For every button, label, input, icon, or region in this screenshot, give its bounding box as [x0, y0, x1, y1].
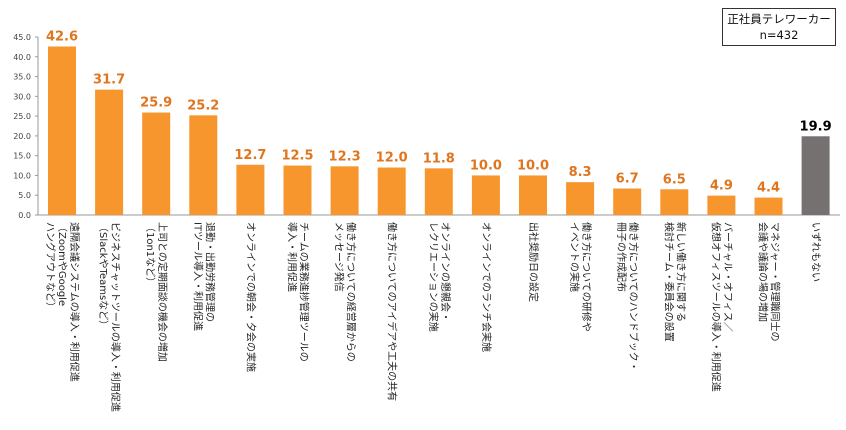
legend-box: 正社員テレワーカー n=432 [722, 8, 836, 46]
category-label: 出社奨励日の設定 [527, 222, 540, 302]
category-label: 新しい働き方に関する [674, 222, 687, 322]
bar-value-label: 12.5 [281, 149, 313, 164]
bar [142, 112, 171, 215]
bar-value-label: 31.7 [93, 73, 125, 88]
category-label: ハングアウトなど） [44, 222, 57, 312]
category-label: 上司との定期面談の機会の増加 [156, 222, 169, 362]
bar [519, 175, 547, 215]
bar [566, 182, 595, 215]
bar [471, 175, 500, 215]
bar-value-label: 12.0 [376, 151, 408, 166]
category-label: メッセージ発信 [333, 222, 346, 292]
legend-sample-size: n=432 [759, 28, 799, 42]
category-label: オンラインでのランチ会実施 [480, 222, 493, 352]
y-tick-label: 10.0 [13, 171, 31, 180]
y-tick-label: 25.0 [13, 112, 31, 121]
y-axis: 0.0 5.0 10.0 15.0 20.0 25.0 30.0 35.0 40.0 45.0 [13, 33, 840, 220]
category-label: 会議や議論の場の増加 [757, 222, 770, 322]
category-label: （1on1など） [144, 222, 156, 287]
category-label: マネジャー・管理職同士の [769, 222, 782, 342]
y-tick-label: 30.0 [13, 92, 31, 101]
bar [801, 136, 830, 215]
category-label: 退勤・出勤労務管理の [203, 222, 216, 322]
bar-value-label: 42.6 [46, 29, 78, 44]
category-label: ビジネスチャットツールの導入・利用促進 [109, 222, 122, 412]
bar [424, 168, 453, 215]
category-label: オンラインの懇親会・ [439, 222, 452, 322]
category-label: 働き方についてのアイデアや工夫の共有 [386, 222, 399, 401]
y-tick-label: 0.0 [18, 211, 31, 220]
category-label: （ZoomやGoogle [56, 222, 68, 306]
category-label: 冊子の作成配布 [615, 222, 627, 292]
bar-value-label: 6.5 [663, 172, 686, 187]
bar-value-label: 4.9 [710, 179, 733, 194]
bars [48, 46, 830, 215]
category-label: バーチャル・オフィス／ [721, 222, 733, 332]
bar [613, 188, 642, 215]
bar [189, 115, 218, 215]
category-label: ITツール導入・利用促進 [191, 222, 204, 331]
y-tick-label: 45.0 [13, 33, 31, 42]
category-label: 働き方についての研修や [580, 222, 593, 332]
bar [330, 166, 359, 215]
y-tick-label: 5.0 [18, 191, 31, 200]
category-label: 働き方についてのハンドブック・ [627, 222, 640, 372]
bar [283, 165, 312, 215]
bar [95, 89, 124, 215]
bar-value-label: 12.7 [234, 148, 266, 163]
value-labels: 42.6 31.7 25.9 25.2 12.7 12.5 12.3 12.0 11.8 10.0… [46, 29, 832, 195]
bar-value-label: 6.7 [616, 171, 639, 186]
category-label: レクリエーションの実施 [427, 222, 440, 332]
category-label: イベントの実施 [568, 222, 581, 292]
bar [48, 46, 76, 215]
category-label: 働き方についての経営層からの [345, 222, 358, 362]
bar-value-label: 10.0 [517, 158, 549, 173]
category-label: 仮想オフィスツールの導入・利用促進 [709, 222, 722, 392]
y-tick-label: 40.0 [13, 53, 31, 62]
y-tick-label: 35.0 [13, 73, 31, 82]
bar [377, 167, 406, 215]
bar [707, 195, 736, 215]
category-label: チームの業務進捗管理ツールの [298, 222, 311, 362]
category-label: オンラインでの朝会・夕会の実施 [244, 222, 257, 372]
bar-value-label: 11.8 [423, 151, 455, 166]
category-label: 遠隔会議システムの導入・利用促進 [68, 222, 81, 382]
bar-value-label: 8.3 [569, 165, 592, 180]
category-label: 検討チーム・委員会の設置 [662, 222, 675, 342]
category-label: （SlackやTeamsなど） [97, 222, 109, 330]
bar [754, 197, 783, 215]
legend-title: 正社員テレワーカー [727, 12, 831, 26]
bar-value-label: 19.9 [800, 119, 832, 134]
bar [236, 164, 265, 215]
bar [660, 189, 689, 215]
bar-value-label: 25.9 [140, 96, 172, 111]
category-label: 導入・利用促進 [286, 222, 299, 292]
y-tick-label: 15.0 [13, 152, 31, 161]
bar-value-label: 12.3 [329, 149, 361, 164]
bar-value-label: 25.2 [187, 98, 219, 113]
category-label: いずれもない [810, 222, 822, 282]
bar-value-label: 4.4 [757, 181, 780, 196]
y-tick-label: 20.0 [13, 132, 31, 141]
bar-value-label: 10.0 [470, 158, 502, 173]
